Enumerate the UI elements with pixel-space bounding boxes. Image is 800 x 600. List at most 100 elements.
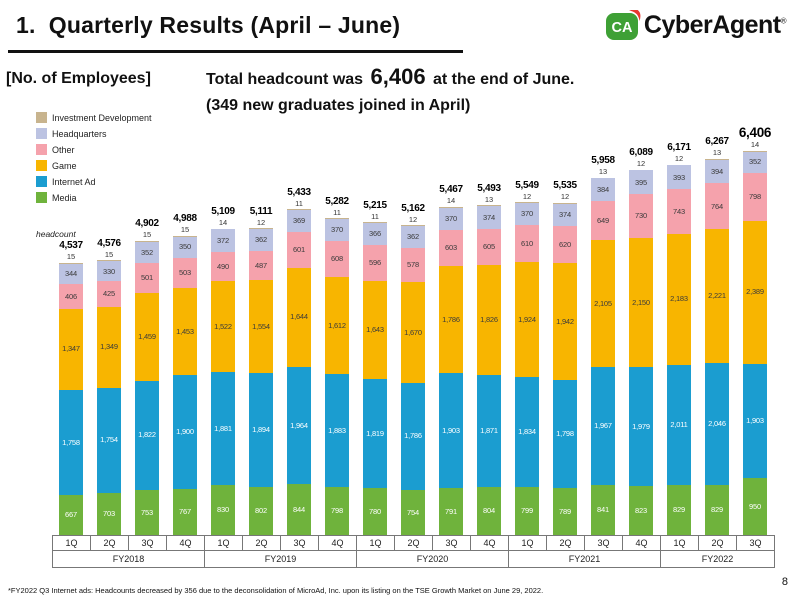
bar-total: 5,467 [439, 184, 463, 196]
segment-internet_ad: 1,754 [97, 387, 121, 493]
segment-value-investment-development: 15 [66, 252, 76, 262]
segment-investment_development [515, 202, 539, 203]
segment-internet_ad: 1,894 [249, 373, 273, 487]
segment-internet_ad: 1,903 [743, 363, 767, 478]
segment-internet_ad: 2,046 [705, 362, 729, 486]
axis-quarter-FY2018-3Q: 3Q [129, 535, 167, 551]
segment-other: 501 [135, 262, 159, 293]
axis-quarter-FY2022-1Q: 1Q [661, 535, 699, 551]
segment-other: 603 [439, 230, 463, 267]
bar-total: 4,988 [173, 213, 197, 225]
segment-value: 406 [65, 291, 77, 301]
axis-quarter-FY2019-1Q: 1Q [205, 535, 243, 551]
segment-value: 352 [141, 247, 153, 257]
segment-value: 1,347 [62, 344, 80, 354]
bar-FY2021-3Q: 841 1,967 2,105 649 384 5,958 13 [591, 155, 615, 535]
segment-other: 503 [173, 257, 197, 288]
segment-investment_development [705, 159, 729, 160]
axis-fy-FY2018: FY2018 [53, 551, 205, 568]
segment-headquarters: 384 [591, 178, 615, 202]
segment-value-investment-development: 14 [750, 140, 760, 150]
segment-value: 950 [749, 501, 761, 511]
segment-value: 754 [407, 507, 419, 517]
bar-total: 5,109 [211, 205, 235, 217]
segment-value: 1,881 [214, 424, 232, 434]
segment-headquarters: 350 [173, 236, 197, 258]
segment-value-investment-development: 12 [674, 154, 684, 164]
cyberagent-logo-icon: CA [605, 10, 641, 40]
segment-headquarters: 370 [439, 207, 463, 231]
segment-investment_development [59, 262, 83, 264]
segment-value: 2,046 [708, 419, 726, 429]
quarter-row: 1Q 2Q 3Q 4Q 1Q 2Q 3Q 4Q 1Q 2Q 3Q 4Q 1Q 2Q 3Q 4Q 1Q 2Q 3Q [52, 535, 775, 551]
segment-value: 804 [483, 506, 495, 516]
bar-FY2019-1Q: 830 1,881 1,522 490 372 5,109 14 [211, 206, 235, 535]
employees-label: [No. of Employees] [6, 70, 151, 87]
bar-top-labels: 5,493 13 [470, 183, 508, 206]
bar-total: 6,267 [705, 136, 729, 148]
segment-game: 2,389 [743, 220, 767, 364]
bar-top-labels: 5,215 11 [356, 200, 394, 223]
segment-internet_ad: 1,871 [477, 374, 501, 487]
bar-FY2021-4Q: 823 1,979 2,150 730 395 6,089 12 [629, 147, 653, 535]
segment-media: 703 [97, 492, 121, 535]
segment-value-investment-development: 13 [712, 148, 722, 158]
segment-value: 425 [103, 289, 115, 299]
segment-media: 799 [515, 487, 539, 535]
segment-media: 798 [325, 487, 349, 535]
legend-item-investment_development: Investment Development [36, 112, 152, 123]
segment-value: 743 [673, 206, 685, 216]
headline-suffix: at the end of June. [428, 71, 575, 88]
axis-quarter-FY2021-1Q: 1Q [509, 535, 547, 551]
headline-line1: Total headcount was 6,406 at the end of … [206, 64, 574, 93]
segment-investment_development [401, 225, 425, 227]
bar-total: 5,111 [249, 205, 273, 217]
segment-value: 1,964 [290, 420, 308, 430]
segment-value: 1,644 [290, 312, 308, 322]
segment-value-investment-development: 11 [295, 198, 303, 208]
segment-value: 608 [331, 254, 343, 264]
headline-prefix: Total headcount was [206, 71, 368, 88]
axis-quarter-FY2021-4Q: 4Q [623, 535, 661, 551]
bar-top-labels: 5,467 14 [432, 184, 470, 207]
segment-value: 503 [179, 267, 191, 277]
segment-value: 620 [559, 239, 571, 249]
svg-text:CA: CA [611, 20, 632, 36]
segment-value: 1,822 [138, 430, 156, 440]
bar-total: 5,549 [515, 179, 539, 191]
legend-label: Media [52, 192, 77, 203]
headline: Total headcount was 6,406 at the end of … [206, 64, 574, 119]
segment-other: 425 [97, 281, 121, 307]
segment-value: 830 [217, 505, 229, 515]
segment-game: 1,643 [363, 280, 387, 380]
segment-value-investment-development: 12 [636, 159, 646, 169]
segment-value: 374 [483, 212, 495, 222]
segment-media: 830 [211, 485, 235, 535]
segment-value: 753 [141, 507, 153, 517]
segment-other: 798 [743, 172, 767, 221]
segment-investment_development [629, 169, 653, 171]
segment-investment_development [173, 235, 197, 237]
bar-top-labels: 5,958 13 [584, 155, 622, 178]
segment-value: 2,150 [632, 297, 650, 307]
segment-other: 406 [59, 284, 83, 309]
axis-quarter-FY2018-4Q: 4Q [167, 535, 205, 551]
segment-value: 395 [635, 177, 647, 187]
segment-value: 1,798 [556, 428, 574, 438]
segment-value: 596 [369, 257, 381, 267]
bar-top-labels: 4,902 15 [128, 218, 166, 241]
segment-game: 1,786 [439, 266, 463, 374]
bar-top-labels: 5,549 12 [508, 180, 546, 203]
axis-quarter-FY2020-4Q: 4Q [471, 535, 509, 551]
bar-top-labels: 6,267 13 [698, 136, 736, 159]
segment-value: 362 [255, 235, 267, 245]
legend-label: Game [52, 160, 77, 171]
bar-top-labels: 5,535 12 [546, 180, 584, 203]
segment-value: 798 [749, 191, 761, 201]
segment-investment_development [743, 150, 767, 152]
fiscal-year-row: FY2018 FY2019 FY2020 FY2021 FY2022 [52, 551, 775, 568]
segment-value: 350 [179, 242, 191, 252]
segment-value-investment-development: 12 [256, 217, 266, 227]
segment-other: 487 [249, 250, 273, 281]
segment-value: 605 [483, 242, 495, 252]
